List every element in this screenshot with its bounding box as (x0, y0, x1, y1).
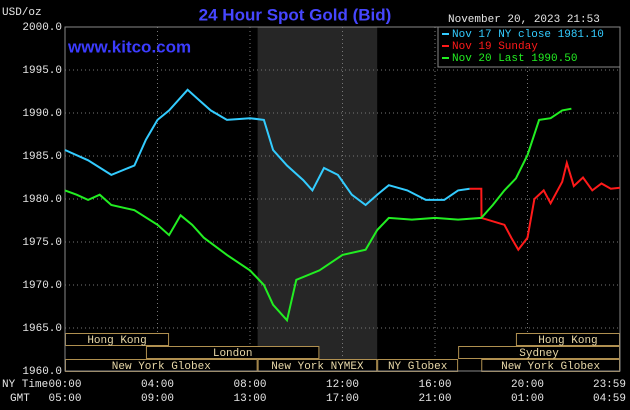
y-tick-label: 1970.0 (22, 280, 62, 292)
session-label: New York Globex (501, 361, 600, 373)
legend-box (437, 26, 621, 68)
x2-axis-label: GMT (10, 393, 30, 405)
x-axis-label: NY Time (2, 379, 48, 391)
x-tick-label: 23:59 (593, 379, 626, 391)
y-tick-label: 1975.0 (22, 237, 62, 249)
x-tick-label: 09:00 (141, 393, 174, 405)
x-tick-label: 20:00 (511, 379, 544, 391)
session-label: Sydney (519, 348, 559, 360)
legend-label: Nov 19 Sunday (452, 41, 538, 53)
site-label: www.kitco.com (67, 37, 191, 56)
session-label: London (213, 348, 253, 360)
x-tick-label: 04:59 (593, 393, 626, 405)
series-line (64, 107, 572, 323)
x-tick-label: 05:00 (48, 393, 81, 405)
y-tick-label: 2000.0 (22, 22, 62, 34)
y-tick-label: 1965.0 (22, 323, 62, 335)
x-tick-label: 12:00 (326, 379, 359, 391)
x-tick-label: 21:00 (418, 393, 451, 405)
x-tick-label: 16:00 (418, 379, 451, 391)
y-tick-label: 1990.0 (22, 108, 62, 120)
chart-title: 24 Hour Spot Gold (Bid) (199, 5, 392, 24)
session-label: Hong Kong (538, 335, 597, 347)
legend-timestamp: November 20, 2023 21:53 (448, 14, 600, 26)
y-tick-label: 1980.0 (22, 194, 62, 206)
series-line (469, 159, 621, 252)
series-line (64, 88, 470, 207)
session-box (145, 346, 320, 359)
y-tick-label: 1960.0 (22, 366, 62, 378)
x-tick-label: 01:00 (511, 393, 544, 405)
legend-label: Nov 20 Last 1990.50 (452, 53, 577, 65)
legend-label: Nov 17 NY close 1981.10 (452, 29, 604, 41)
session-label: NY Globex (388, 361, 448, 373)
x-tick-label: 13:00 (233, 393, 266, 405)
x-tick-label: 00:00 (48, 379, 81, 391)
x-tick-label: 17:00 (326, 393, 359, 405)
session-label: New York Globex (112, 361, 211, 373)
plot-frame (64, 26, 621, 372)
x-tick-label: 08:00 (233, 379, 266, 391)
y-axis-label: USD/oz (2, 7, 42, 19)
session-label: New York NYMEX (271, 361, 364, 373)
session-label: Hong Kong (87, 335, 146, 347)
x-tick-label: 04:00 (141, 379, 174, 391)
y-tick-label: 1995.0 (22, 65, 62, 77)
y-tick-label: 1985.0 (22, 151, 62, 163)
